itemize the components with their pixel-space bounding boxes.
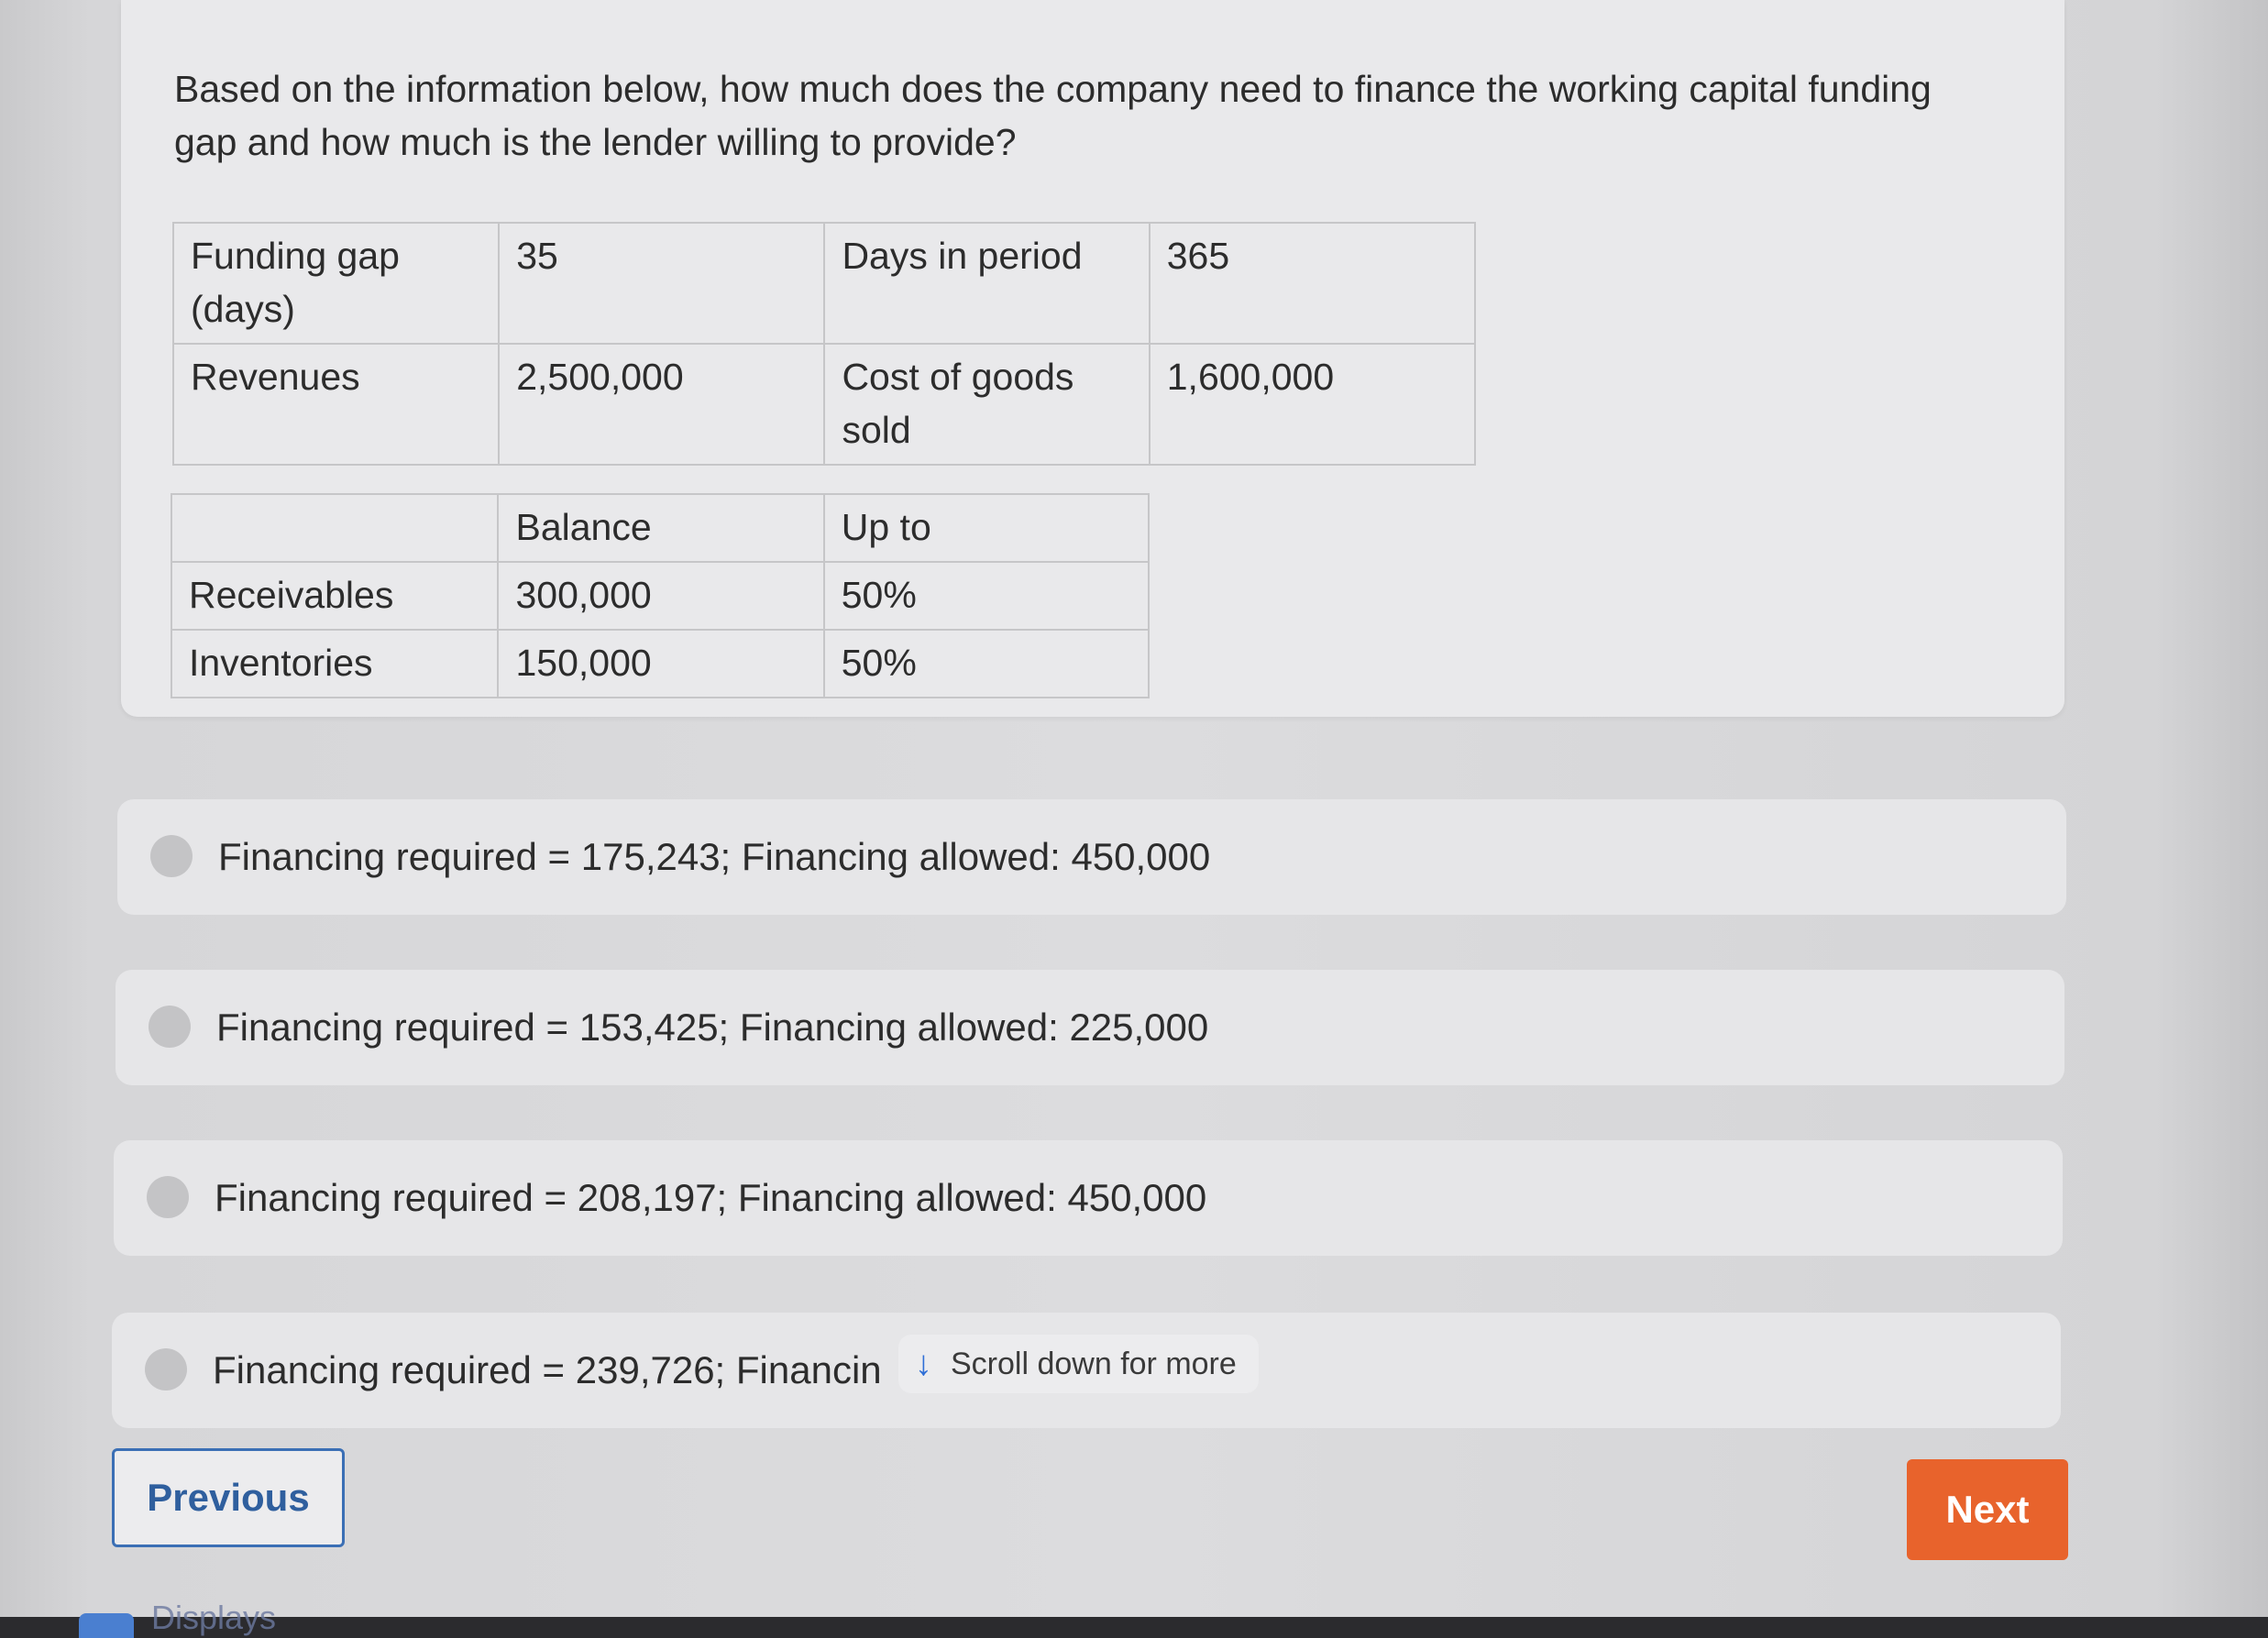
table-row: Inventories 150,000 50% [170, 629, 1151, 698]
question-text: Based on the information below, how much… [174, 68, 1932, 163]
table-cell: Inventories [170, 629, 500, 698]
balance-table: Balance Up to Receivables 300,000 50% In… [170, 493, 1151, 698]
table-cell: 35 [498, 222, 826, 345]
table-row: Funding gap (days) 35 Days in period 365 [171, 222, 1477, 345]
table-cell: Cost of goods sold [823, 343, 1151, 466]
answer-option-3[interactable]: Financing required = 208,197; Financing … [114, 1140, 2063, 1256]
arrow-down-icon: ↓ [915, 1344, 932, 1383]
table-cell: 1,600,000 [1148, 343, 1477, 466]
table-cell: 300,000 [497, 561, 825, 631]
answer-option-1[interactable]: Financing required = 175,243; Financing … [117, 799, 2066, 915]
radio-button[interactable] [147, 1176, 189, 1218]
table-cell: 50% [822, 561, 1151, 631]
previous-button[interactable]: Previous [112, 1448, 345, 1547]
table-header-cell: Balance [497, 493, 825, 563]
table-header-row: Balance Up to [170, 493, 1151, 563]
answer-option-label: Financing required = 208,197; Financing … [215, 1176, 1207, 1219]
radio-button[interactable] [149, 1006, 191, 1048]
table-cell: 2,500,000 [498, 343, 826, 466]
answer-option-label: Financing required = 239,726; Financin [213, 1348, 882, 1391]
next-button[interactable]: Next [1907, 1459, 2068, 1560]
dock-label: Displays [151, 1599, 277, 1636]
table-cell: 50% [822, 629, 1151, 698]
table-cell: Receivables [170, 561, 500, 631]
answer-option-label: Financing required = 153,425; Financing … [216, 1006, 1209, 1049]
scroll-down-hint[interactable]: ↓ Scroll down for more [898, 1335, 1259, 1393]
table-cell: 365 [1148, 222, 1477, 345]
answer-option-label: Financing required = 175,243; Financing … [218, 835, 1211, 878]
table-cell: Days in period [823, 222, 1151, 345]
funding-table: Funding gap (days) 35 Days in period 365… [171, 222, 1477, 466]
displays-icon[interactable] [79, 1613, 134, 1638]
table-cell: Revenues [171, 343, 501, 466]
radio-button[interactable] [145, 1348, 187, 1391]
scroll-hint-label: Scroll down for more [951, 1346, 1237, 1381]
table-header-cell [170, 493, 500, 563]
table-header-cell: Up to [822, 493, 1151, 563]
table-cell: Funding gap (days) [171, 222, 501, 345]
table-cell: 150,000 [497, 629, 825, 698]
table-row: Revenues 2,500,000 Cost of goods sold 1,… [171, 343, 1477, 466]
table-row: Receivables 300,000 50% [170, 561, 1151, 631]
radio-button[interactable] [150, 835, 193, 877]
dock-bar [0, 1617, 2268, 1638]
answer-option-2[interactable]: Financing required = 153,425; Financing … [116, 970, 2064, 1085]
